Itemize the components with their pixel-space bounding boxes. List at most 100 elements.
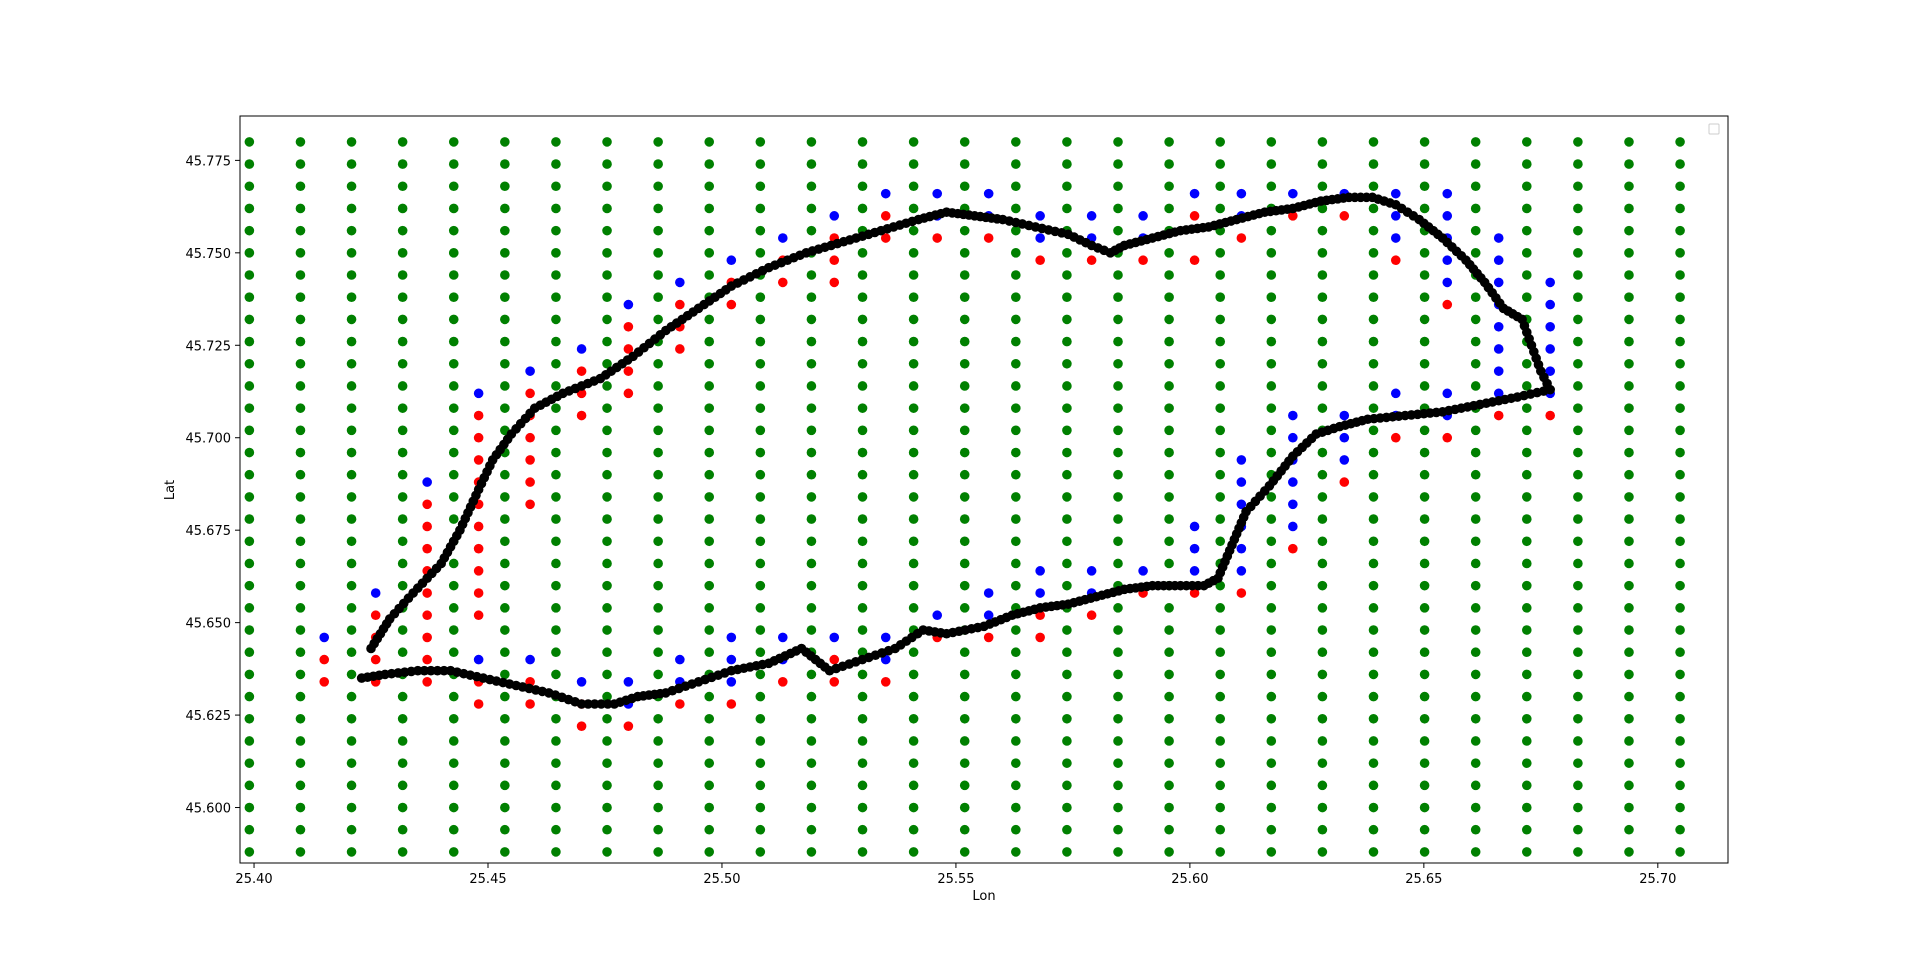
grid-point	[500, 336, 510, 347]
grid-point	[244, 780, 255, 791]
grid-point	[551, 847, 561, 857]
grid-point	[1573, 558, 1583, 569]
red-point	[623, 321, 634, 332]
grid-point	[1368, 824, 1379, 835]
grid-point	[1317, 403, 1328, 413]
grid-point	[1573, 314, 1583, 325]
grid-point	[448, 159, 459, 169]
grid-point	[295, 492, 306, 502]
grid-point	[908, 137, 919, 147]
red-point	[1493, 410, 1504, 421]
grid-point	[1317, 159, 1328, 169]
grid-point	[1164, 425, 1174, 436]
grid-point	[1113, 802, 1123, 813]
grid-point	[1317, 225, 1328, 236]
blue-point	[675, 654, 685, 665]
grid-point	[704, 625, 715, 635]
grid-point	[653, 780, 663, 791]
grid-point	[1164, 647, 1174, 658]
y-tick-label: 45.700	[186, 432, 232, 447]
grid-point	[602, 248, 612, 258]
grid-point	[806, 181, 817, 192]
grid-point	[1164, 314, 1174, 325]
grid-point	[397, 492, 408, 502]
grid-point	[1164, 336, 1174, 347]
grid-point	[1419, 425, 1430, 436]
grid-point	[1368, 647, 1379, 658]
red-point	[473, 432, 484, 443]
grid-point	[1113, 425, 1123, 436]
grid-point	[1573, 713, 1583, 724]
track-point	[439, 665, 449, 676]
grid-point	[1215, 580, 1226, 591]
grid-point	[1266, 824, 1277, 835]
y-tick-label: 45.725	[186, 339, 232, 354]
grid-point	[1215, 314, 1226, 325]
grid-point	[1573, 824, 1583, 835]
grid-point	[1624, 847, 1634, 857]
blue-point	[1189, 566, 1200, 576]
grid-point	[1113, 603, 1123, 613]
grid-point	[244, 691, 255, 702]
blue-point	[1545, 366, 1555, 376]
red-point	[1189, 588, 1200, 598]
grid-point	[295, 292, 306, 303]
grid-point	[1675, 381, 1685, 391]
grid-point	[1164, 159, 1174, 169]
grid-point	[1573, 425, 1583, 436]
grid-point	[448, 514, 459, 524]
grid-point	[1675, 647, 1685, 658]
red-point	[726, 299, 737, 310]
grid-point	[1113, 381, 1123, 391]
grid-point	[857, 603, 868, 613]
grid-point	[1624, 381, 1634, 391]
grid-point	[1113, 492, 1123, 502]
grid-point	[1573, 647, 1583, 658]
grid-point	[1624, 824, 1634, 835]
grid-point	[1521, 381, 1532, 391]
grid-point	[653, 292, 663, 303]
grid-point	[1521, 137, 1532, 147]
grid-point	[244, 536, 255, 547]
grid-point	[1011, 248, 1021, 258]
grid-point	[1317, 802, 1328, 813]
grid-point	[1470, 625, 1481, 635]
red-point	[1189, 211, 1200, 221]
grid-point	[551, 203, 561, 214]
grid-point	[1624, 358, 1634, 369]
grid-point	[908, 492, 919, 502]
grid-point	[1419, 647, 1430, 658]
red-point	[473, 543, 484, 554]
grid-point	[1521, 824, 1532, 835]
grid-point	[1624, 492, 1634, 502]
grid-point	[959, 381, 970, 391]
grid-point	[244, 647, 255, 658]
grid-point	[1062, 159, 1072, 169]
grid-point	[500, 203, 510, 214]
grid-point	[448, 580, 459, 591]
grid-point	[346, 358, 357, 369]
grid-point	[602, 336, 612, 347]
grid-point	[1521, 625, 1532, 635]
grid-point	[1573, 736, 1583, 746]
grid-point	[755, 248, 766, 258]
grid-point	[295, 736, 306, 746]
grid-point	[295, 691, 306, 702]
grid-point	[1419, 270, 1430, 280]
grid-point	[500, 603, 510, 613]
grid-point	[397, 691, 408, 702]
grid-point	[1624, 802, 1634, 813]
blue-point	[1442, 188, 1453, 199]
grid-point	[1368, 447, 1379, 458]
grid-point	[397, 824, 408, 835]
grid-point	[1266, 736, 1277, 746]
grid-point	[704, 580, 715, 591]
grid-point	[346, 336, 357, 347]
grid-point	[551, 558, 561, 569]
grid-point	[1164, 270, 1174, 280]
grid-point	[1011, 802, 1021, 813]
grid-point	[704, 447, 715, 458]
blue-point	[576, 344, 587, 354]
grid-point	[1317, 469, 1328, 480]
grid-point	[244, 447, 255, 458]
